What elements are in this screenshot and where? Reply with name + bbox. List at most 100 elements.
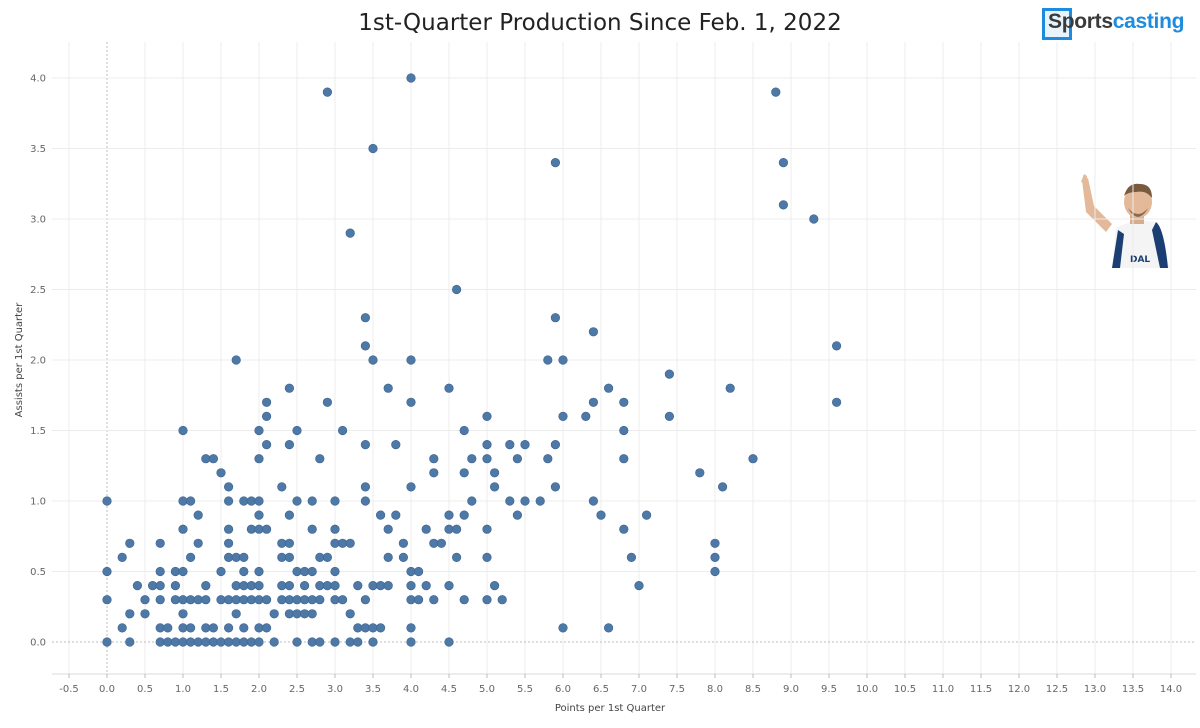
data-point[interactable]: [155, 538, 165, 548]
data-point[interactable]: [155, 595, 165, 605]
data-point[interactable]: [505, 440, 515, 450]
data-point[interactable]: [535, 496, 545, 506]
data-point[interactable]: [619, 524, 629, 534]
data-point[interactable]: [315, 595, 325, 605]
data-point[interactable]: [360, 440, 371, 450]
data-point[interactable]: [224, 623, 234, 633]
data-point[interactable]: [482, 440, 492, 450]
data-point[interactable]: [550, 313, 561, 323]
data-point[interactable]: [467, 454, 477, 464]
data-point[interactable]: [178, 566, 188, 577]
data-point[interactable]: [619, 425, 629, 436]
data-point[interactable]: [117, 623, 127, 633]
data-point[interactable]: [239, 566, 249, 577]
data-point[interactable]: [345, 609, 355, 619]
data-point[interactable]: [520, 440, 530, 450]
data-point[interactable]: [140, 595, 150, 605]
data-point[interactable]: [436, 538, 447, 548]
data-point[interactable]: [809, 214, 819, 224]
data-point[interactable]: [224, 538, 234, 548]
data-point[interactable]: [284, 510, 295, 520]
data-point[interactable]: [307, 524, 317, 534]
data-point[interactable]: [186, 552, 196, 563]
data-point[interactable]: [376, 623, 386, 633]
data-point[interactable]: [284, 383, 295, 393]
data-point[interactable]: [414, 566, 424, 577]
data-point[interactable]: [581, 411, 591, 422]
data-point[interactable]: [588, 397, 599, 407]
data-point[interactable]: [254, 637, 264, 647]
data-point[interactable]: [360, 496, 371, 506]
data-point[interactable]: [284, 580, 295, 591]
data-point[interactable]: [201, 580, 211, 591]
data-point[interactable]: [284, 538, 295, 548]
data-point[interactable]: [543, 454, 553, 464]
data-point[interactable]: [558, 355, 568, 365]
data-point[interactable]: [368, 355, 378, 365]
data-point[interactable]: [208, 454, 218, 464]
data-point[interactable]: [619, 454, 629, 464]
data-point[interactable]: [125, 538, 135, 548]
data-point[interactable]: [482, 595, 492, 605]
data-point[interactable]: [208, 623, 218, 633]
data-point[interactable]: [239, 623, 249, 633]
data-point[interactable]: [406, 580, 416, 591]
data-point[interactable]: [482, 524, 492, 534]
data-point[interactable]: [406, 73, 416, 83]
data-point[interactable]: [406, 637, 416, 647]
data-point[interactable]: [398, 552, 409, 563]
data-point[interactable]: [490, 580, 500, 591]
data-point[interactable]: [300, 580, 310, 591]
data-point[interactable]: [360, 482, 371, 492]
data-point[interactable]: [140, 609, 150, 619]
data-point[interactable]: [452, 284, 462, 295]
data-point[interactable]: [778, 200, 789, 210]
data-point[interactable]: [330, 637, 340, 647]
data-point[interactable]: [224, 524, 234, 534]
data-point[interactable]: [125, 637, 135, 647]
data-point[interactable]: [322, 397, 333, 407]
data-point[interactable]: [444, 580, 454, 591]
data-point[interactable]: [550, 482, 561, 492]
data-point[interactable]: [262, 595, 272, 605]
data-point[interactable]: [550, 440, 561, 450]
data-point[interactable]: [831, 397, 842, 407]
data-point[interactable]: [186, 623, 196, 633]
data-point[interactable]: [467, 496, 477, 506]
data-point[interactable]: [490, 482, 500, 492]
data-point[interactable]: [406, 355, 416, 365]
data-point[interactable]: [262, 524, 272, 534]
data-point[interactable]: [254, 580, 264, 591]
data-point[interactable]: [444, 383, 454, 393]
data-point[interactable]: [307, 609, 317, 619]
data-point[interactable]: [307, 496, 317, 506]
data-point[interactable]: [216, 566, 226, 577]
data-point[interactable]: [353, 580, 363, 591]
data-point[interactable]: [353, 637, 363, 647]
data-point[interactable]: [216, 468, 226, 478]
data-point[interactable]: [664, 369, 675, 379]
data-point[interactable]: [338, 595, 348, 605]
data-point[interactable]: [360, 595, 371, 605]
data-point[interactable]: [482, 552, 492, 563]
data-point[interactable]: [322, 87, 333, 97]
data-point[interactable]: [186, 496, 196, 506]
data-point[interactable]: [588, 327, 599, 337]
data-point[interactable]: [626, 552, 637, 563]
data-point[interactable]: [262, 397, 272, 407]
data-point[interactable]: [170, 580, 180, 591]
data-point[interactable]: [193, 510, 203, 520]
data-point[interactable]: [155, 566, 165, 577]
data-point[interactable]: [406, 623, 416, 633]
data-point[interactable]: [459, 425, 469, 436]
data-point[interactable]: [224, 496, 234, 506]
data-point[interactable]: [193, 538, 203, 548]
data-point[interactable]: [292, 496, 302, 506]
data-point[interactable]: [254, 454, 264, 464]
data-point[interactable]: [292, 637, 302, 647]
data-point[interactable]: [330, 566, 340, 577]
data-point[interactable]: [452, 552, 462, 563]
data-point[interactable]: [490, 468, 500, 478]
data-point[interactable]: [102, 595, 112, 605]
data-point[interactable]: [254, 510, 264, 520]
